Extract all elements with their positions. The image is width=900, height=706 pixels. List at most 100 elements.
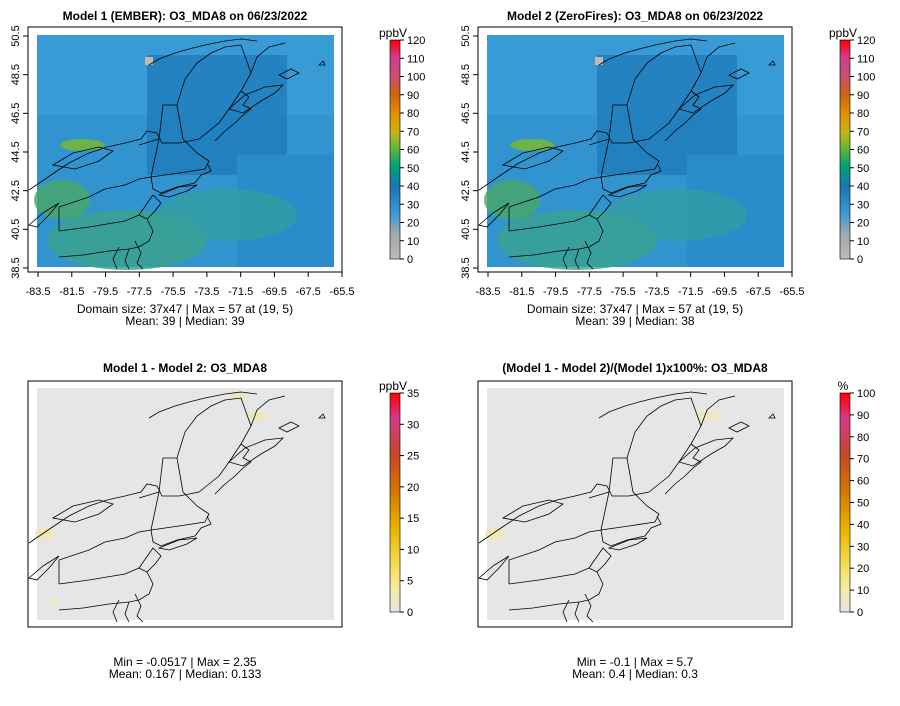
- panel4-field: [487, 388, 784, 620]
- colorbar-tick-label: 10: [407, 544, 419, 556]
- colorbar-tick-label: 50: [407, 163, 419, 175]
- panel3-colorbar: ppbV 0 5 10 15 20 25 30 35: [379, 379, 419, 619]
- y-tick-label: 42.5: [460, 180, 472, 201]
- colorbar-tick-label: 110: [857, 53, 875, 65]
- x-tick-label: -81.5: [59, 286, 84, 298]
- y-tick-label: 44.5: [10, 141, 22, 162]
- y-tick-label: 48.5: [10, 64, 22, 85]
- colorbar-tick-label: 80: [407, 108, 419, 120]
- colorbar-tick-label: 5: [407, 576, 413, 588]
- x-tick-label: -79.5: [543, 286, 568, 298]
- colorbar-tick-label: 40: [857, 519, 869, 531]
- panel3-title: Model 1 - Model 2: O3_MDA8: [103, 361, 267, 375]
- panel2-title: Model 2 (ZeroFires): O3_MDA8 on 06/23/20…: [507, 9, 763, 23]
- colorbar-tick-label: 100: [857, 72, 875, 84]
- y-tick-label: 46.5: [10, 103, 22, 124]
- x-tick-label: -67.5: [746, 286, 771, 298]
- colorbar-tick-label: 110: [407, 53, 425, 65]
- colorbar-tick-label: 30: [407, 419, 419, 431]
- colorbar-tick-label: 20: [407, 218, 419, 230]
- colorbar-tick-label: 0: [407, 254, 413, 266]
- panel-difference: Model 1 - Model 2: O3_MDA8 Min = -0.0517…: [27, 361, 419, 681]
- colorbar-scale: [389, 39, 401, 260]
- panel3-hotspot-south: [51, 598, 57, 606]
- panel1-green-lake: [60, 139, 104, 151]
- colorbar-tick-label: 30: [857, 199, 869, 211]
- panel4-heatmap: [478, 388, 784, 623]
- panel2-heatmap: [478, 35, 784, 270]
- colorbar-tick-label: 70: [407, 126, 419, 138]
- panel2-y-axis: 38.5 40.5 42.5 44.5 46.5 48.5 50.5: [460, 25, 478, 279]
- colorbar-unit: ppbV: [829, 26, 857, 40]
- colorbar-tick-label: 60: [857, 145, 869, 157]
- y-tick-label: 38.5: [10, 257, 22, 278]
- colorbar-tick-label: 100: [407, 72, 425, 84]
- x-tick-label: -71.5: [228, 286, 253, 298]
- colorbar-scale: [389, 392, 401, 613]
- panel1-grey-spot: [145, 57, 153, 65]
- panel-percent-difference: (Model 1 - Model 2)/(Model 1)x100%: O3_M…: [477, 361, 876, 681]
- panel4-colorbar: % 0 10 20 30 40 50 60 70 80 90 100: [838, 379, 876, 619]
- y-tick-label: 40.5: [10, 219, 22, 240]
- x-tick-label: -73.5: [194, 286, 219, 298]
- colorbar-tick-label: 10: [857, 236, 869, 248]
- y-tick-label: 44.5: [460, 141, 472, 162]
- x-tick-label: -79.5: [93, 286, 118, 298]
- colorbar-tick-label: 60: [857, 476, 869, 488]
- colorbar-tick-label: 20: [407, 482, 419, 494]
- y-tick-label: 40.5: [460, 219, 472, 240]
- colorbar-tick-label: 0: [857, 607, 863, 619]
- colorbar-tick-label: 40: [407, 181, 419, 193]
- colorbar-tick-label: 20: [857, 563, 869, 575]
- x-tick-label: -81.5: [509, 286, 534, 298]
- panel3-hotspot-lake: [35, 528, 55, 540]
- y-tick-label: 42.5: [10, 180, 22, 201]
- panel2-stats-line1: Domain size: 37x47 | Max = 57 at (19, 5): [527, 302, 743, 316]
- colorbar-unit: %: [838, 379, 849, 393]
- colorbar-tick-label: 80: [857, 108, 869, 120]
- y-tick-label: 50.5: [10, 25, 22, 46]
- colorbar-unit: ppbV: [379, 379, 407, 393]
- colorbar-scale: [839, 39, 851, 260]
- colorbar-tick-label: 90: [857, 90, 869, 102]
- panel3-hotspot-ns: [245, 411, 269, 421]
- colorbar-tick-label: 25: [407, 451, 419, 463]
- colorbar-tick-label: 0: [857, 254, 863, 266]
- panel2-green-lake: [510, 139, 554, 151]
- x-tick-label: -73.5: [644, 286, 669, 298]
- y-tick-label: 38.5: [460, 257, 472, 278]
- x-tick-label: -65.5: [779, 286, 804, 298]
- colorbar-tick-label: 70: [857, 126, 869, 138]
- x-tick-label: -75.5: [611, 286, 636, 298]
- y-tick-label: 48.5: [460, 64, 472, 85]
- colorbar-tick-label: 80: [857, 432, 869, 444]
- colorbar-tick-label: 0: [407, 607, 413, 619]
- colorbar-tick-label: 120: [407, 35, 425, 47]
- colorbar-tick-label: 90: [407, 90, 419, 102]
- panel2-x-axis: -83.5 -81.5 -79.5 -77.5 -75.5 -73.5 -71.5 -69.5…: [475, 272, 805, 298]
- colorbar-tick-label: 30: [407, 199, 419, 211]
- colorbar-unit: ppbV: [379, 26, 407, 40]
- panel1-colorbar: ppbV 0 10 20 30 40 50 60 70 80 90 100 110 120: [379, 26, 425, 266]
- colorbar-scale: [839, 392, 851, 613]
- x-tick-label: -69.5: [262, 286, 287, 298]
- panel4-title: (Model 1 - Model 2)/(Model 1)x100%: O3_M…: [502, 361, 768, 375]
- panel1-green-east: [157, 189, 297, 241]
- panel4-hotspot-lake: [485, 528, 505, 540]
- panel2-grey-spot: [595, 57, 603, 65]
- y-tick-label: 50.5: [460, 25, 472, 46]
- panel1-stats-line2: Mean: 39 | Median: 39: [125, 314, 245, 328]
- colorbar-tick-label: 100: [857, 388, 875, 400]
- panel4-stats-line2: Mean: 0.4 | Median: 0.3: [572, 667, 698, 681]
- panel1-x-axis: -83.5 -81.5 -79.5 -77.5 -75.5 -73.5 -71.5 -69.5…: [25, 272, 355, 298]
- colorbar-tick-label: 90: [857, 410, 869, 422]
- panel3-heatmap: [28, 388, 334, 623]
- colorbar-tick-label: 10: [407, 236, 419, 248]
- panel1-title: Model 1 (EMBER): O3_MDA8 on 06/23/2022: [63, 9, 308, 23]
- colorbar-tick-label: 30: [857, 541, 869, 553]
- colorbar-tick-label: 120: [857, 35, 875, 47]
- colorbar-tick-label: 35: [407, 388, 419, 400]
- panel3-field: [37, 388, 334, 620]
- colorbar-tick-label: 60: [407, 145, 419, 157]
